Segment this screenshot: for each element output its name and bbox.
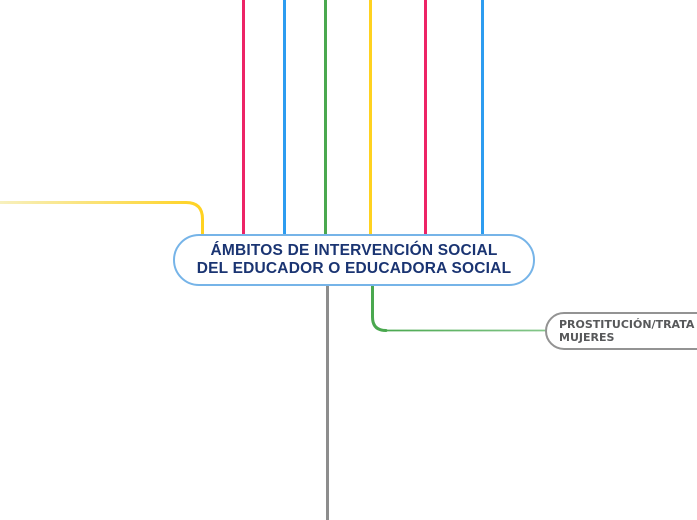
root-topic-label-line1: ÁMBITOS DE INTERVENCIÓN SOCIAL xyxy=(210,242,498,259)
branch-left-yellow xyxy=(0,201,204,236)
child-topic-prostitucion[interactable]: PROSTITUCIÓN/TRATA DE MUJERES xyxy=(545,312,697,350)
root-topic-label-line2: DEL EDUCADOR O EDUCADORA SOCIAL xyxy=(196,260,512,277)
root-topic[interactable]: ÁMBITOS DE INTERVENCIÓN SOCIAL DEL EDUCA… xyxy=(173,234,535,286)
branch-green-curve xyxy=(371,283,388,332)
child-topic-label: PROSTITUCIÓN/TRATA DE MUJERES xyxy=(559,318,697,344)
